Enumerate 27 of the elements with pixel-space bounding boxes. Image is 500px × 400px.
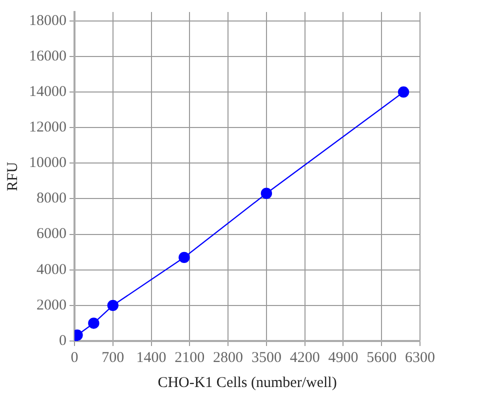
point [398, 86, 410, 98]
y-tick-label: 12000 [29, 120, 66, 136]
x-tick-label: 0 [70, 350, 78, 366]
point [260, 188, 272, 199]
x-axis-title: CHO-K1 Cells (number/well) [158, 374, 337, 391]
y-tick-label: 0 [59, 332, 66, 349]
x-tick-label: 1400 [136, 350, 166, 366]
x-tick-label: 700 [102, 350, 124, 366]
y-tick-label: 2000 [36, 297, 66, 314]
y-tick-label: 10000 [29, 155, 66, 172]
x-tick-label: 4200 [290, 350, 320, 366]
point [88, 318, 100, 329]
x-tick-label: 2100 [174, 350, 205, 366]
y-tick-label: 16000 [29, 48, 66, 64]
y-tick-label: 14000 [29, 84, 66, 100]
y-tick-label: 4000 [36, 262, 66, 278]
y-tick-label: 6000 [36, 226, 66, 242]
x-tick-label: 5600 [366, 350, 397, 366]
x-tick-label: 2800 [213, 350, 244, 366]
x-tick-label: 6300 [405, 350, 435, 366]
point [178, 252, 190, 264]
y-tick-label: 8000 [36, 190, 66, 207]
x-tick-label: 3500 [251, 350, 282, 366]
y-tick-label: 18000 [29, 12, 66, 29]
point [107, 300, 118, 312]
x-tick-label: 4900 [328, 350, 358, 366]
y-axis-title: RFU [4, 162, 21, 192]
